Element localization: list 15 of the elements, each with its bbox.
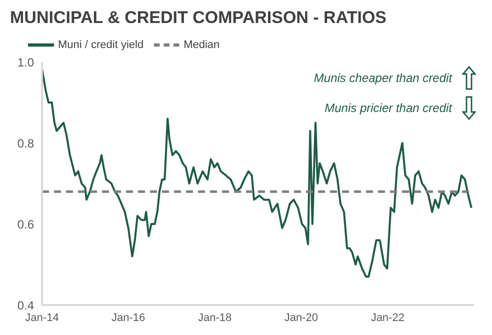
x-tick-label: Jan-16	[112, 312, 146, 324]
line-series	[42, 69, 472, 278]
y-tick-label: 0.4	[17, 298, 34, 312]
x-tick-label: Jan-20	[284, 312, 318, 324]
y-tick-label: 0.6	[17, 217, 34, 232]
legend-label: Muni / credit yield	[58, 38, 144, 51]
x-tick-label: Jan-18	[198, 312, 232, 324]
x-tick-label: Jan-14	[25, 312, 59, 324]
annotation: Munis cheaper than credit	[314, 71, 452, 85]
annotation: Munis pricier than credit	[324, 101, 452, 115]
x-tick-label: Jan-22	[370, 312, 404, 324]
y-tick-label: 1.0	[17, 55, 34, 70]
y-tick-label: 0.8	[17, 136, 34, 150]
legend-label: Median	[184, 38, 220, 51]
chart-title: MUNICIPAL & CREDIT COMPARISON - RATIOS	[9, 8, 388, 29]
